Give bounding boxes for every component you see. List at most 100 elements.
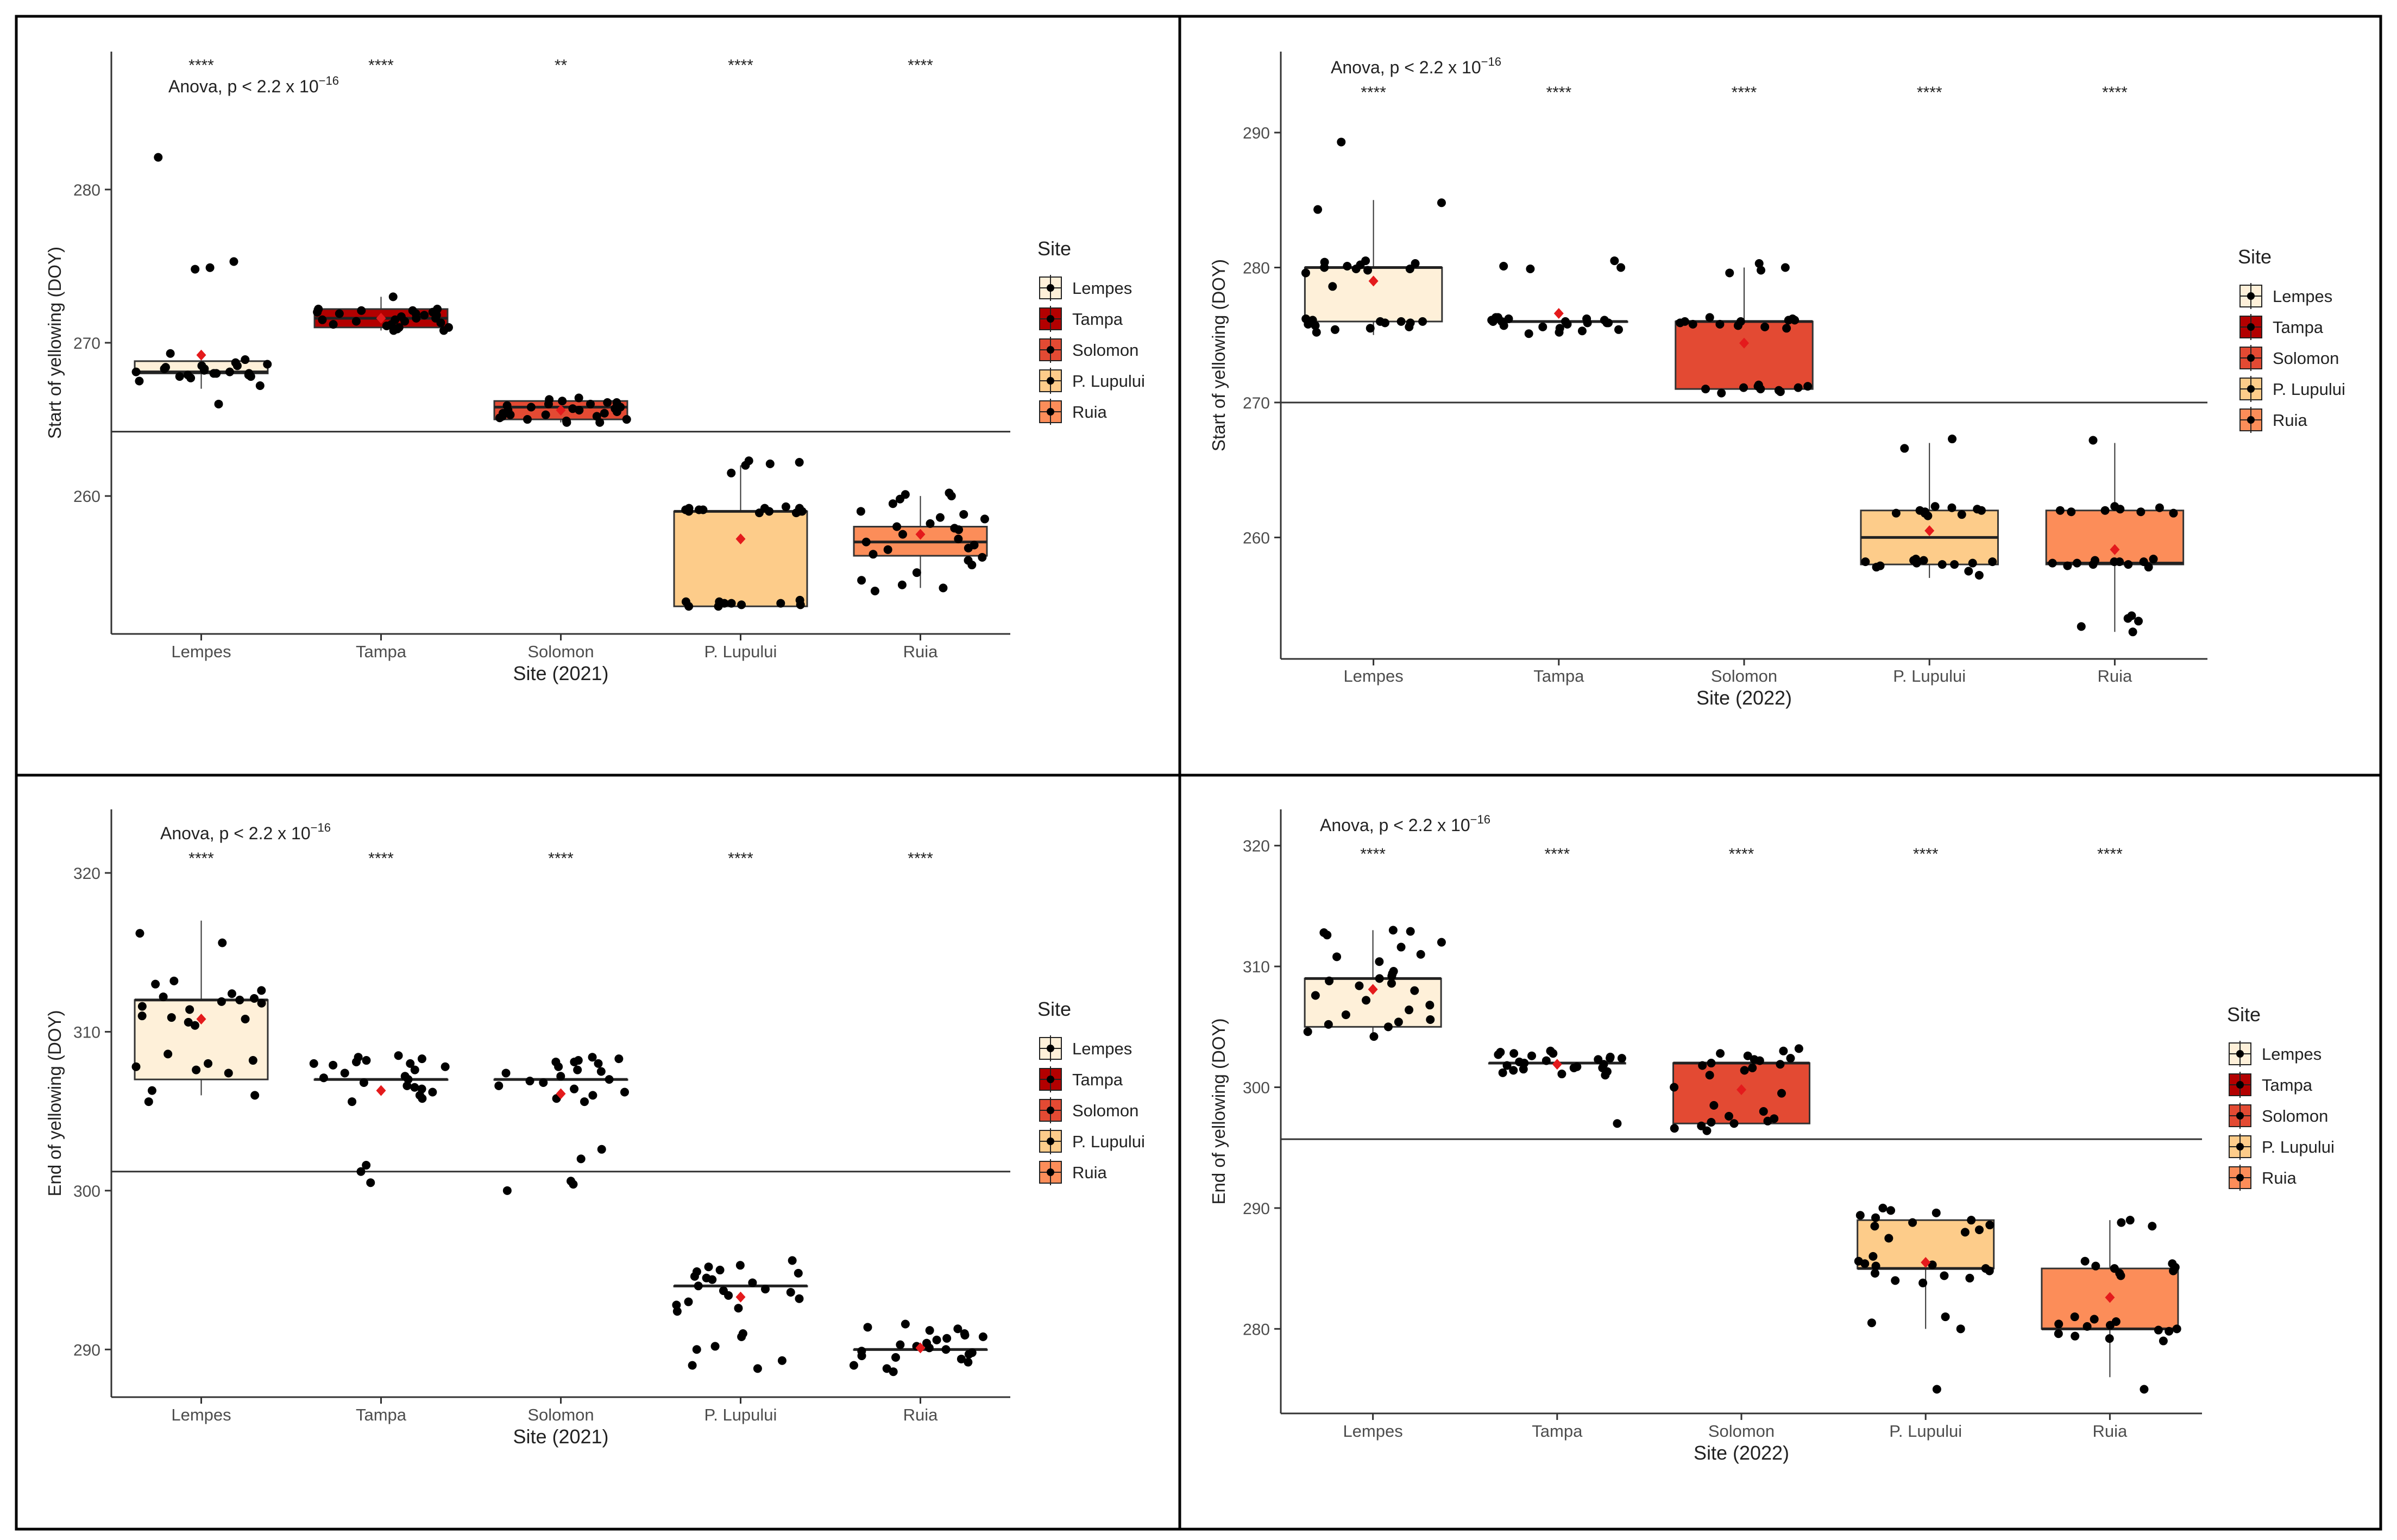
data-point bbox=[788, 1256, 797, 1265]
data-point bbox=[1411, 259, 1420, 268]
data-point bbox=[389, 326, 398, 335]
legend-label: Tampa bbox=[1072, 1070, 1123, 1089]
significance-label: **** bbox=[188, 56, 214, 74]
data-point bbox=[2148, 1222, 2157, 1231]
data-point bbox=[205, 263, 215, 272]
data-point bbox=[523, 415, 532, 424]
data-point bbox=[896, 1340, 905, 1349]
data-point bbox=[1557, 1070, 1566, 1079]
legend-title: Site bbox=[1037, 998, 1071, 1020]
data-point bbox=[1950, 560, 1959, 569]
data-point bbox=[2155, 503, 2164, 512]
data-point bbox=[501, 1068, 511, 1078]
data-point bbox=[428, 1088, 437, 1097]
data-point bbox=[184, 1017, 193, 1027]
data-point bbox=[1891, 1276, 1900, 1285]
data-point bbox=[1498, 1068, 1507, 1077]
significance-label: **** bbox=[1729, 845, 1754, 863]
data-point bbox=[1868, 1252, 1878, 1261]
box-ruia: **** Ruia bbox=[853, 56, 989, 661]
data-point bbox=[735, 1261, 745, 1270]
data-point bbox=[391, 315, 400, 324]
data-point bbox=[351, 317, 361, 326]
data-point bbox=[863, 1323, 872, 1332]
data-point bbox=[418, 1094, 427, 1103]
data-point bbox=[882, 1364, 891, 1373]
data-point bbox=[1779, 1046, 1788, 1055]
box-body bbox=[673, 510, 808, 607]
data-point bbox=[151, 979, 160, 989]
data-point bbox=[1930, 502, 1940, 511]
data-point bbox=[1497, 317, 1506, 326]
data-point bbox=[340, 1068, 349, 1078]
legend-label: Solomon bbox=[2262, 1107, 2328, 1126]
data-point bbox=[925, 1326, 934, 1335]
data-point bbox=[1526, 264, 1535, 273]
data-point bbox=[1698, 1061, 1707, 1070]
x-tick-label: Tampa bbox=[356, 1405, 407, 1424]
x-tick-label: Ruia bbox=[2093, 1422, 2128, 1441]
data-point bbox=[1502, 1061, 1512, 1070]
data-point bbox=[1947, 503, 1956, 512]
data-point bbox=[163, 1049, 173, 1059]
data-point bbox=[1301, 314, 1311, 323]
data-point bbox=[1716, 1049, 1725, 1058]
data-point bbox=[796, 600, 805, 609]
data-point bbox=[214, 399, 223, 408]
data-point bbox=[1311, 991, 1320, 1000]
box-lempes: **** Lempes bbox=[1303, 845, 1446, 1441]
data-point bbox=[1794, 1044, 1803, 1053]
significance-label: ** bbox=[555, 56, 568, 74]
data-point bbox=[329, 1060, 338, 1070]
anova-exponent: −16 bbox=[1481, 55, 1501, 68]
data-point bbox=[883, 545, 892, 554]
data-point bbox=[1974, 1225, 1984, 1234]
legend-point bbox=[1047, 1107, 1054, 1114]
data-point bbox=[753, 1364, 762, 1373]
legend-item: Lempes bbox=[1039, 1035, 1132, 1061]
data-point bbox=[2110, 557, 2119, 567]
data-point bbox=[891, 1353, 901, 1362]
legend-item: Ruia bbox=[1039, 1159, 1108, 1185]
data-point bbox=[702, 1273, 711, 1283]
data-point bbox=[2128, 627, 2137, 637]
data-point bbox=[947, 492, 956, 501]
data-point bbox=[1977, 506, 1986, 515]
data-point bbox=[160, 364, 169, 373]
data-point bbox=[551, 1057, 561, 1066]
data-point bbox=[1886, 1206, 1896, 1215]
data-point bbox=[1341, 1010, 1350, 1020]
data-point bbox=[1362, 996, 1371, 1005]
significance-label: **** bbox=[1360, 845, 1386, 863]
data-point bbox=[1733, 321, 1742, 330]
data-point bbox=[1583, 318, 1592, 328]
data-point bbox=[978, 552, 987, 562]
data-point bbox=[1388, 926, 1398, 935]
x-tick-label: P. Lupului bbox=[704, 1405, 777, 1424]
data-point bbox=[2140, 1385, 2149, 1394]
legend-label: P. Lupului bbox=[1072, 1132, 1145, 1151]
data-point bbox=[932, 1335, 941, 1344]
data-point bbox=[849, 1361, 858, 1370]
data-point bbox=[1900, 444, 1909, 453]
box-body bbox=[2045, 510, 2185, 565]
data-point bbox=[1351, 264, 1361, 273]
x-tick-label: Lempes bbox=[171, 642, 231, 661]
legend-label: Lempes bbox=[1072, 1039, 1132, 1058]
legend-item: P. Lupului bbox=[1039, 1128, 1145, 1154]
data-point bbox=[605, 1075, 614, 1084]
box-tampa: **** Tampa bbox=[309, 850, 450, 1424]
data-point bbox=[1509, 1049, 1519, 1058]
data-point bbox=[1425, 1001, 1435, 1010]
data-point bbox=[1957, 510, 1966, 519]
data-point bbox=[1504, 314, 1513, 323]
legend-label: Solomon bbox=[1072, 1101, 1138, 1120]
data-point bbox=[1861, 557, 1870, 567]
data-point bbox=[1301, 268, 1310, 278]
data-point bbox=[2117, 1218, 2126, 1227]
data-point bbox=[2123, 614, 2132, 623]
mean-marker bbox=[2105, 1292, 2115, 1303]
y-tick-label: 320 bbox=[73, 865, 100, 883]
